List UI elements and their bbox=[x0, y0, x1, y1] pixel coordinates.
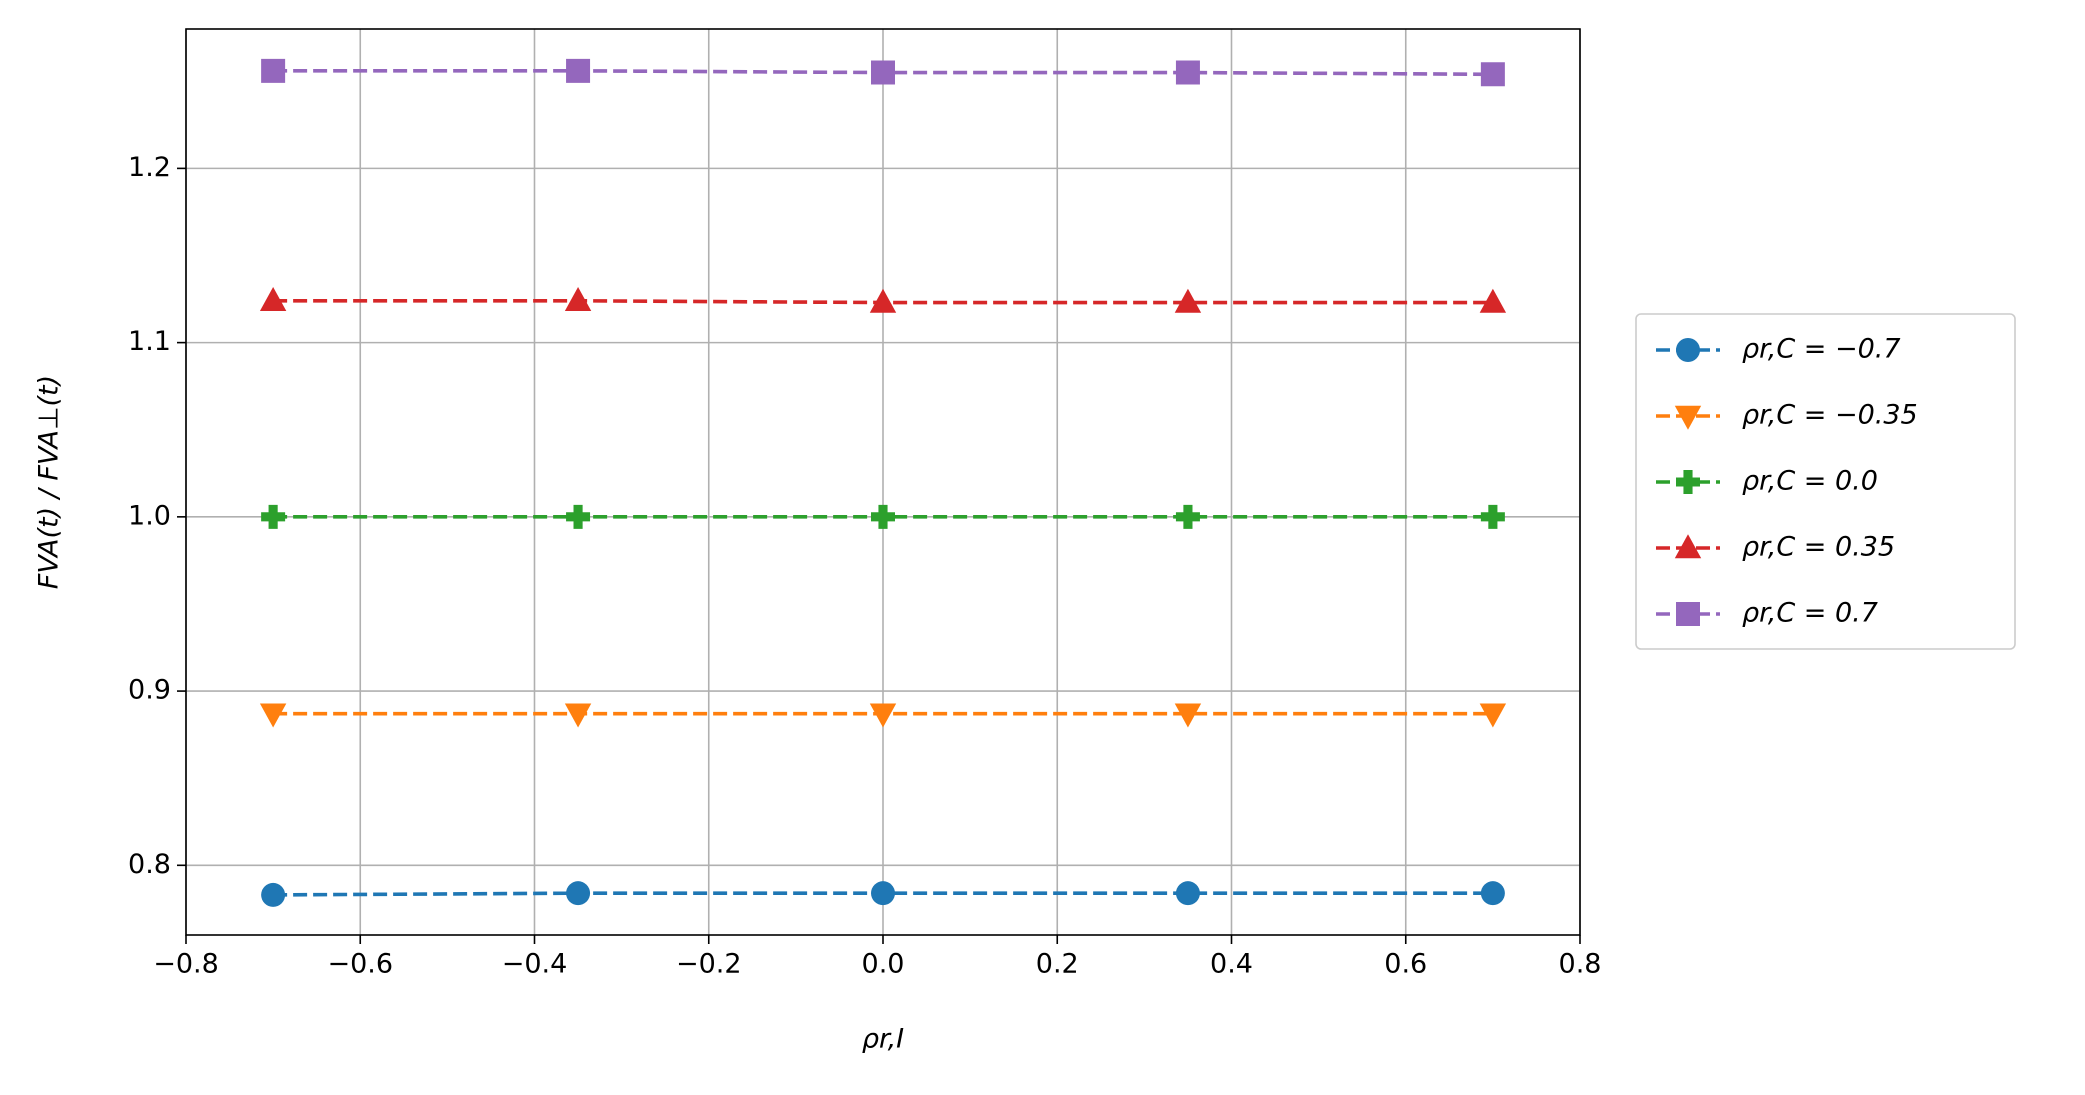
marker bbox=[261, 58, 286, 83]
marker bbox=[1175, 60, 1200, 85]
marker bbox=[871, 881, 895, 906]
legend-label: ρr,C = 0.7 bbox=[1742, 598, 1878, 629]
legend-item: ρr,C = −0.35 bbox=[1656, 400, 1918, 431]
marker bbox=[1480, 881, 1505, 906]
y-tick-label: 1.2 bbox=[128, 152, 171, 183]
marker bbox=[869, 288, 897, 313]
legend-label: ρr,C = −0.35 bbox=[1742, 400, 1918, 431]
legend-marker bbox=[1676, 338, 1700, 362]
x-axis-label: ρr,I bbox=[862, 1024, 904, 1055]
x-tick-label: 0.0 bbox=[862, 949, 905, 980]
marker bbox=[1480, 62, 1505, 87]
legend-marker bbox=[1676, 602, 1700, 626]
y-tick-label: 0.8 bbox=[128, 849, 171, 880]
x-tick-label: −0.8 bbox=[153, 949, 219, 980]
x-tick-label: −0.6 bbox=[327, 949, 393, 980]
marker bbox=[566, 504, 591, 529]
y-axis-label: FVA(t) / FVA⊥(t) bbox=[34, 375, 65, 589]
marker bbox=[261, 882, 286, 907]
marker bbox=[869, 703, 897, 728]
legend-item: ρr,C = 0.0 bbox=[1656, 466, 1878, 497]
y-tick-label: 0.9 bbox=[128, 675, 171, 706]
marker bbox=[1175, 504, 1200, 529]
x-tick-label: −0.2 bbox=[676, 949, 742, 980]
legend: ρr,C = −0.7 ρr,C = −0.35 ρr,C = 0.0 ρr,C = … bbox=[1635, 313, 2016, 650]
x-tick-label: −0.4 bbox=[502, 949, 568, 980]
marker bbox=[1174, 288, 1202, 313]
legend-marker bbox=[1676, 470, 1700, 494]
marker bbox=[566, 58, 591, 83]
y-tick-label: 1.0 bbox=[128, 500, 171, 531]
marker bbox=[871, 504, 895, 529]
legend-item: ρr,C = 0.35 bbox=[1656, 532, 1895, 563]
x-tick-label: 0.6 bbox=[1384, 949, 1427, 980]
legend-label: ρr,C = −0.7 bbox=[1742, 334, 1901, 365]
legend-item: ρr,C = −0.7 bbox=[1656, 334, 1901, 365]
legend-item: ρr,C = 0.7 bbox=[1656, 598, 1878, 629]
marker bbox=[1480, 504, 1505, 529]
x-tick-label: 0.2 bbox=[1036, 949, 1079, 980]
marker bbox=[1174, 703, 1202, 728]
y-tick-label: 1.1 bbox=[128, 326, 171, 357]
marker bbox=[871, 60, 895, 85]
legend-marker bbox=[1674, 405, 1702, 430]
legend-label: ρr,C = 0.0 bbox=[1742, 466, 1878, 497]
x-tick-label: 0.8 bbox=[1559, 949, 1602, 980]
marker bbox=[1479, 288, 1507, 313]
marker bbox=[564, 287, 592, 311]
legend-frame bbox=[1635, 313, 2016, 650]
legend-marker bbox=[1674, 534, 1702, 559]
marker bbox=[1479, 703, 1507, 728]
marker bbox=[564, 703, 592, 728]
marker bbox=[259, 287, 287, 311]
marker bbox=[1175, 881, 1200, 906]
marker bbox=[259, 703, 287, 728]
marker bbox=[566, 881, 591, 906]
x-tick-label: 0.4 bbox=[1210, 949, 1253, 980]
marker bbox=[261, 504, 286, 529]
legend-label: ρr,C = 0.35 bbox=[1742, 532, 1895, 563]
